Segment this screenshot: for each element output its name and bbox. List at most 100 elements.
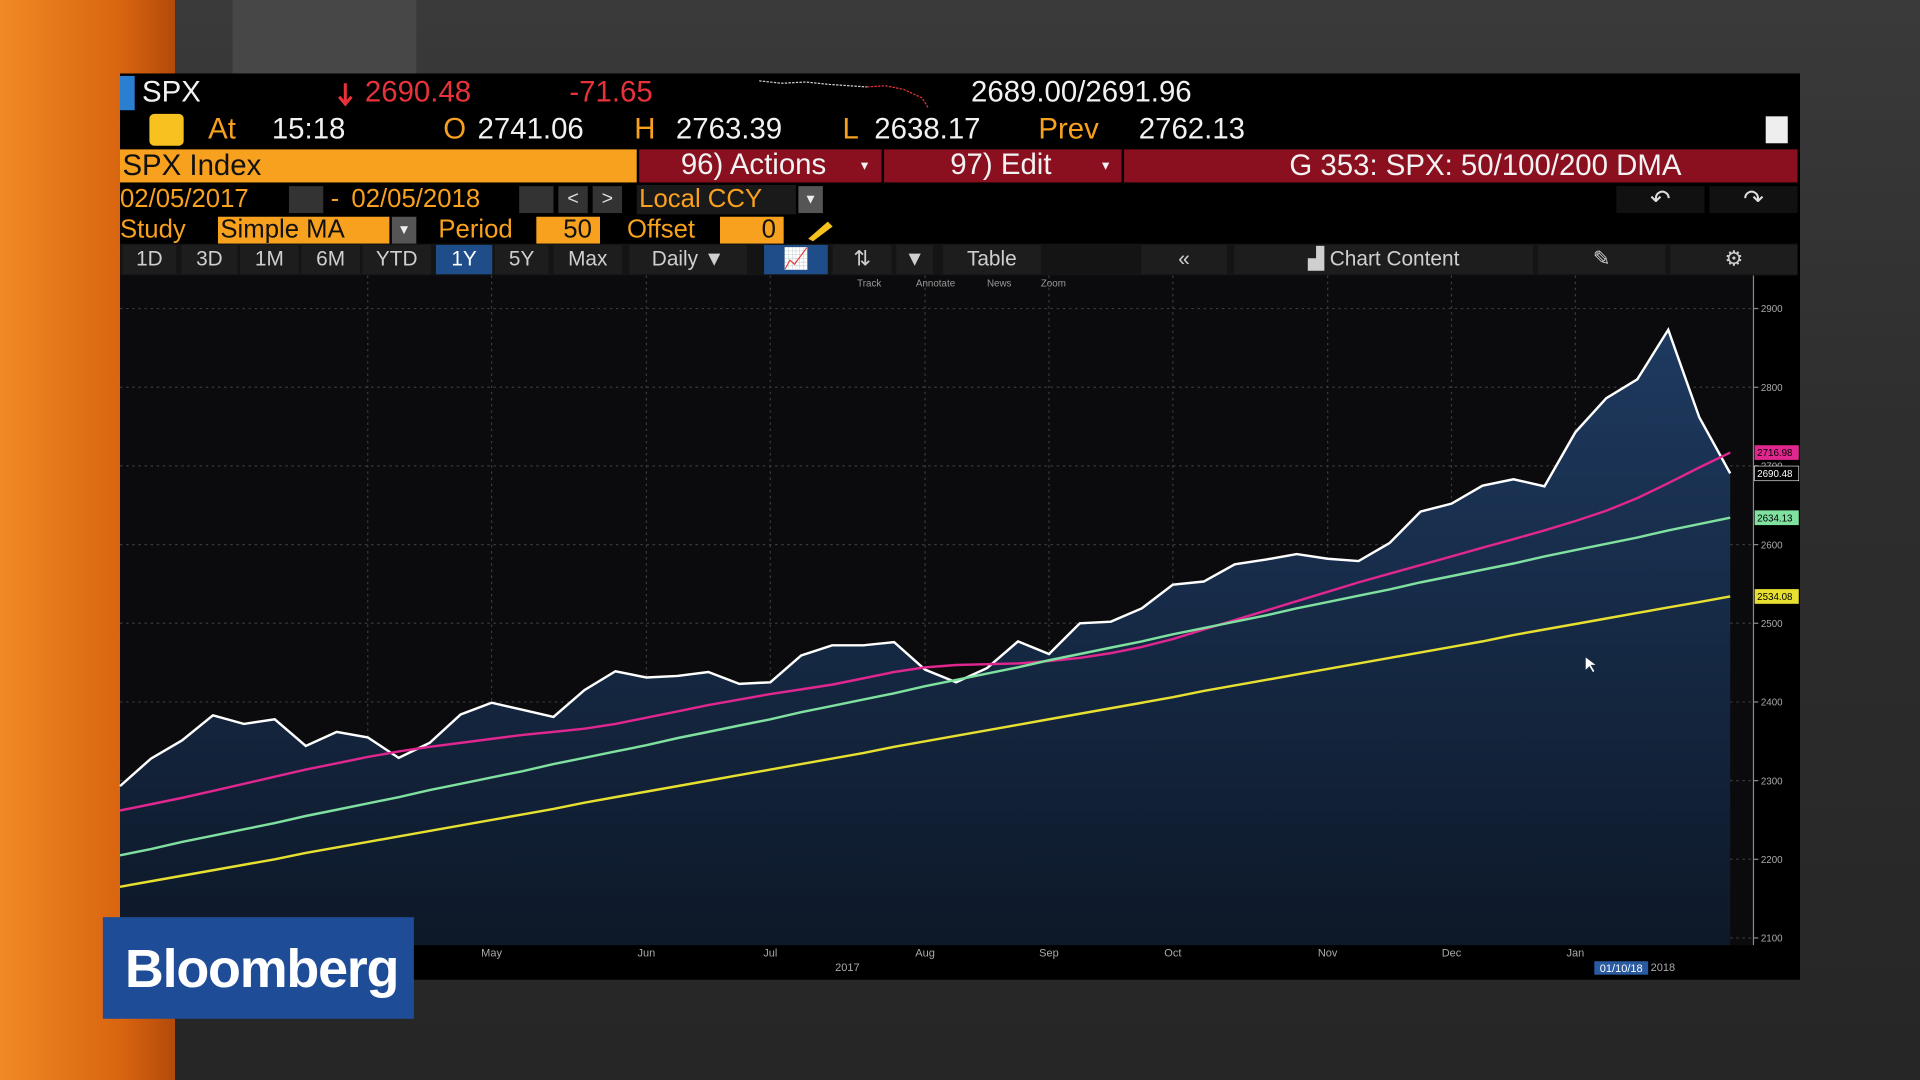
edit-menu[interactable]: 97) Edit <box>950 148 1052 182</box>
security: SPX Index <box>122 149 262 183</box>
value-tag <box>1754 445 1799 460</box>
redo-button[interactable]: ↷ <box>1709 186 1798 214</box>
x-tick-label: May <box>481 947 502 959</box>
line-chart-button[interactable]: 📈 <box>764 244 828 275</box>
year-label: 2017 <box>835 962 860 974</box>
net-change: -71.65 <box>569 75 653 109</box>
period[interactable]: 50 <box>563 215 592 244</box>
period-tab[interactable]: 1M <box>240 244 299 275</box>
down-arrow <box>338 83 353 107</box>
y-tick-label: 2400 <box>1761 698 1783 709</box>
ticker: SPX <box>142 75 201 109</box>
cursor-date-box <box>1594 961 1649 975</box>
tool-news[interactable]: News <box>986 277 1012 289</box>
undo-button[interactable]: ↶ <box>1616 186 1705 214</box>
value-tag-label: 2690.48 <box>1757 469 1793 480</box>
y-tick-label: 2900 <box>1761 304 1783 315</box>
x-tick-label: Aug <box>915 947 935 959</box>
open-label: O <box>443 112 467 146</box>
period-tab[interactable]: 3D <box>181 244 238 275</box>
prev-label: Prev <box>1038 112 1099 146</box>
chart-content-button[interactable]: ▟ Chart Content <box>1234 244 1534 275</box>
date-separator: - <box>330 184 340 214</box>
value-tag <box>1754 510 1799 526</box>
x-tick-label: Jun <box>638 947 656 959</box>
study[interactable]: Simple MA <box>220 215 345 244</box>
time: 15:18 <box>271 112 346 146</box>
low-label: L <box>842 112 859 146</box>
low: 2638.17 <box>874 112 981 146</box>
dropdown[interactable]: ▼ <box>798 186 823 214</box>
value-tag <box>1754 589 1799 604</box>
separator <box>881 149 885 183</box>
period-tab[interactable]: 6M <box>301 244 361 275</box>
high: 2763.39 <box>675 112 783 146</box>
prev-button[interactable]: < <box>558 186 588 214</box>
collapse-button[interactable]: « <box>1141 244 1227 275</box>
price-area <box>120 329 1731 946</box>
actions-menu[interactable]: 96) Actions <box>680 148 827 182</box>
value-tag-label: 2634.13 <box>1757 513 1793 524</box>
export-icon[interactable] <box>1765 116 1788 144</box>
period-label: Period <box>438 215 513 244</box>
value-tag-label: 2534.08 <box>1757 592 1793 603</box>
x-tick-label: Nov <box>1318 947 1338 959</box>
y-tick-label: 2600 <box>1761 540 1783 551</box>
cursor-date: 01/10/18 <box>1600 963 1643 975</box>
backdrop-block <box>232 0 417 74</box>
x-tick-label: Jul <box>763 947 777 959</box>
high-label: H <box>634 112 656 146</box>
tool-annotate[interactable]: Annotate <box>915 277 956 289</box>
bars-button[interactable]: ⇅ <box>832 244 892 275</box>
x-tick-label: Jan <box>1566 947 1584 959</box>
currency[interactable]: Local CCY <box>639 184 763 214</box>
calendar-button[interactable] <box>288 186 324 214</box>
currency-box <box>636 184 796 215</box>
period-tab[interactable]: 5Y <box>494 244 549 275</box>
dropdown[interactable]: ▼ <box>391 216 417 244</box>
table-button[interactable]: Table <box>942 244 1041 275</box>
settings-icon[interactable]: ⚙ <box>1670 244 1798 275</box>
at-label: At <box>208 112 236 146</box>
price-line <box>119 326 1732 788</box>
ticker-flag <box>120 75 135 111</box>
frequency-label: Daily <box>651 247 699 271</box>
x-tick-label: Oct <box>1164 947 1181 959</box>
separator <box>1121 149 1125 183</box>
edit-icon[interactable]: ✎ <box>1537 244 1666 275</box>
next-button[interactable]: > <box>592 186 623 214</box>
menu-bar <box>639 149 1798 183</box>
mouse-cursor <box>1585 657 1596 673</box>
x-tick-label: Dec <box>1442 947 1462 959</box>
study-box <box>217 216 390 244</box>
value-tag-label: 2716.98 <box>1757 448 1793 459</box>
end-date[interactable]: 02/05/2018 <box>351 184 481 214</box>
moving-average-line <box>119 595 1731 888</box>
tool-zoom[interactable]: Zoom <box>1040 277 1066 289</box>
offset-label: Offset <box>626 215 696 244</box>
offset[interactable]: 0 <box>761 215 776 244</box>
start-date[interactable]: 02/05/2017 <box>120 184 249 214</box>
period-tab[interactable]: YTD <box>362 244 432 275</box>
dropdown[interactable]: ▼ <box>896 244 934 275</box>
y-tick-label: 2500 <box>1761 619 1783 630</box>
study-label: Study <box>120 215 186 244</box>
y-tick-label: 2100 <box>1761 934 1783 945</box>
open: 2741.06 <box>477 112 584 146</box>
security-bar <box>120 149 637 183</box>
last-price: 2690.48 <box>364 75 472 109</box>
logo-box <box>102 917 414 1019</box>
offset-box <box>720 216 784 244</box>
pencil-icon[interactable] <box>803 217 837 244</box>
calendar-button[interactable] <box>519 186 554 214</box>
tool-track[interactable]: Track <box>857 277 882 289</box>
frequency[interactable]: Daily ▼ <box>629 244 747 275</box>
y-tick-label: 2200 <box>1761 855 1783 866</box>
period-tab[interactable]: 1D <box>122 244 177 275</box>
period-tab[interactable]: Max <box>553 244 623 275</box>
sparkline <box>759 80 929 109</box>
y-tick-label: 2800 <box>1761 383 1783 394</box>
period-tab[interactable]: 1Y <box>435 244 493 275</box>
prev: 2762.13 <box>1138 112 1246 146</box>
bid-ask: 2689.00/2691.96 <box>971 75 1192 109</box>
